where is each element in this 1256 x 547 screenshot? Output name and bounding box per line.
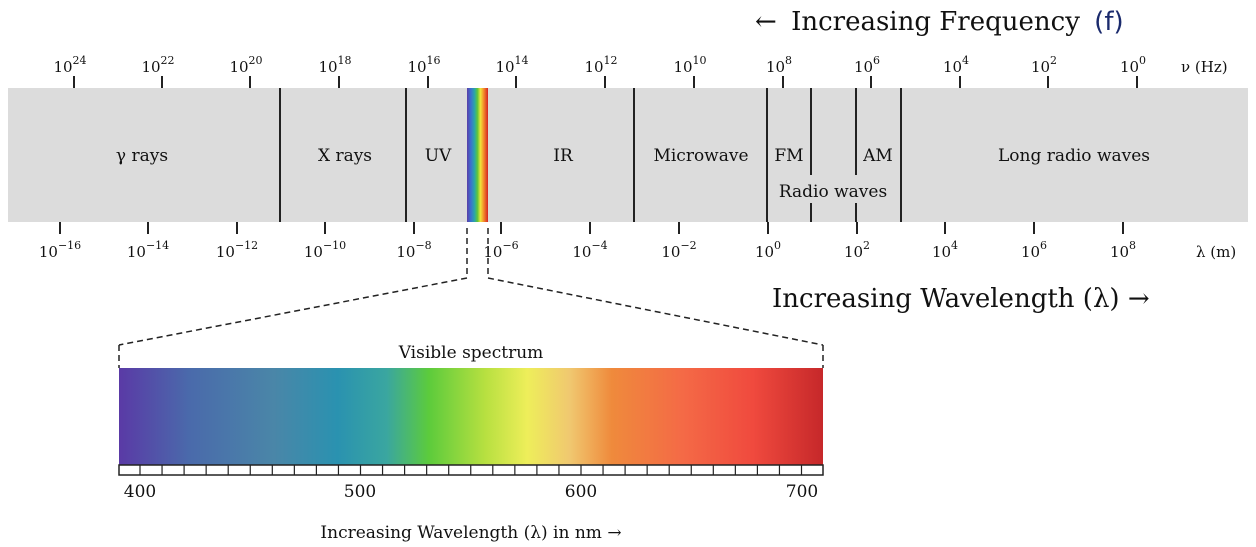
frequency-tick-label: 1024 [53, 54, 86, 76]
frequency-tick-label: 100 [1120, 54, 1146, 76]
wavelength-tick-label: 108 [1110, 239, 1136, 261]
wavelength-tick-label: 10−16 [39, 239, 81, 261]
band-am: AM [862, 146, 893, 166]
frequency-symbol: (f) [1094, 7, 1123, 37]
wavelength-tick-label: 10−4 [572, 239, 607, 261]
wavelength-tick-label: 10−12 [216, 239, 258, 261]
visible-caption: Increasing Wavelength (λ) in nm → [320, 523, 621, 543]
visible-axis-600: 600 [565, 482, 597, 502]
frequency-unit: ν (Hz) [1181, 58, 1228, 76]
frequency-title: ← Increasing Frequency (f) [755, 7, 1124, 37]
visible-axis-400: 400 [124, 482, 156, 502]
frequency-tick-label: 106 [854, 54, 880, 76]
band-microwave: Microwave [653, 146, 748, 166]
band-dividers [279, 88, 902, 222]
frequency-tick-label: 1018 [318, 54, 351, 76]
band-long-radio: Long radio waves [998, 146, 1150, 166]
frequency-tick-label: 1012 [584, 54, 617, 76]
frequency-arrow: ← [755, 7, 777, 37]
wavelength-title: Increasing Wavelength (λ) → [772, 284, 1150, 314]
wavelength-tick-label: 104 [932, 239, 958, 261]
wavelength-tick-label: 102 [844, 239, 870, 261]
frequency-title-text: Increasing Frequency [791, 7, 1080, 37]
frequency-tick-label: 1016 [407, 54, 440, 76]
wavelength-tick-label: 10−8 [396, 239, 431, 261]
frequency-tick-label: 102 [1031, 54, 1057, 76]
wavelength-tick-label: 100 [755, 239, 781, 261]
visible-axis-500: 500 [344, 482, 376, 502]
frequency-tick-label: 1020 [229, 54, 262, 76]
band-uv: UV [425, 146, 452, 166]
spectrum-band [8, 88, 1248, 222]
visible-spectrum-bar [119, 368, 823, 465]
wavelength-tick-label: 10−10 [304, 239, 346, 261]
band-ir: IR [553, 146, 574, 166]
visible-sliver [467, 88, 488, 222]
visible-scale [118, 464, 824, 476]
frequency-tick-label: 1014 [495, 54, 528, 76]
wavelength-tick-label: 10−14 [127, 239, 169, 261]
frequency-axis: 1024 1022 1020 1018 1016 1014 1012 1010 108 106 10… [53, 54, 1146, 88]
frequency-tick-label: 1010 [673, 54, 706, 76]
frequency-tick-label: 108 [766, 54, 792, 76]
wavelength-axis: 10−16 10−14 10−12 10−10 10−8 10−6 10−4 10−2 100 1… [39, 222, 1136, 261]
wavelength-tick-label: 10−2 [661, 239, 696, 261]
band-fm: FM [774, 146, 803, 166]
wavelength-tick-label: 106 [1021, 239, 1047, 261]
band-gamma: γ rays [116, 146, 168, 166]
band-xray: X rays [318, 146, 372, 166]
visible-axis-700: 700 [786, 482, 818, 502]
frequency-tick-label: 1022 [141, 54, 174, 76]
zoom-projection [118, 228, 824, 368]
band-radio: Radio waves [779, 182, 887, 202]
wavelength-unit: λ (m) [1196, 243, 1236, 261]
visible-title: Visible spectrum [398, 343, 544, 363]
frequency-tick-label: 104 [943, 54, 969, 76]
wavelength-tick-label: 10−6 [483, 239, 518, 261]
